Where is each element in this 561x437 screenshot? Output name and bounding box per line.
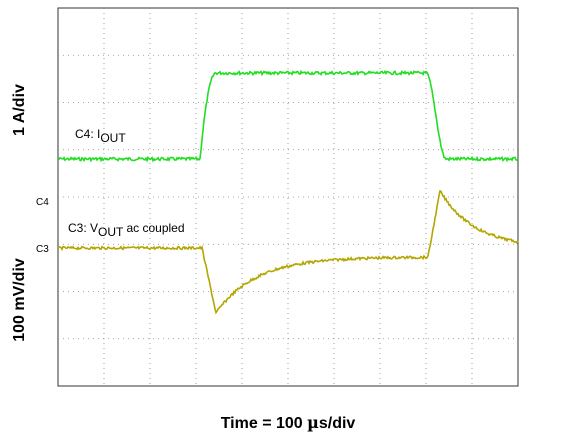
c3-channel-label: C3: VOUT ac coupled [68, 221, 185, 239]
c3-voltage-trace [58, 189, 519, 315]
c3-zero-marker: C3 [36, 244, 49, 255]
graticule [58, 8, 518, 386]
c4-zero-marker: C4 [36, 197, 49, 208]
c4-channel-label: C4: IOUT [75, 127, 126, 145]
c4-current-trace [57, 69, 519, 163]
y-axis-label-current: 1 A/div [11, 84, 28, 136]
y-axis-label-voltage: 100 mV/div [11, 258, 28, 342]
x-axis-label: Time = 100 µs/div [221, 413, 356, 432]
